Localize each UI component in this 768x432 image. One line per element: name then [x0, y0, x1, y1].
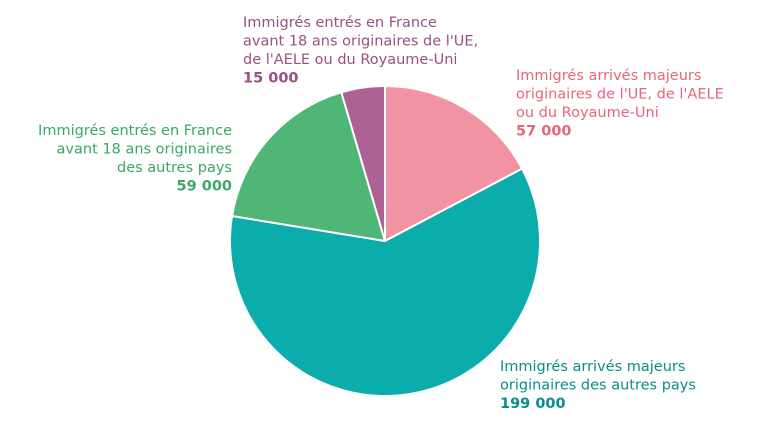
slice-label-line: avant 18 ans originaires: [57, 142, 232, 158]
slice-value-label: 15 000: [243, 71, 299, 87]
slice-label-line: des autres pays: [117, 160, 232, 176]
pie-slice-3: [231, 91, 386, 242]
pie-slices: [229, 85, 541, 398]
pie-slice-1: [384, 85, 524, 242]
slice-label-line: avant 18 ans originaires de l'UE,: [243, 34, 478, 50]
slice-labels: Immigrés arrivés majeurs originaires de l…: [38, 15, 724, 412]
slice-label-line: de l'AELE ou du Royaume-Uni: [243, 52, 457, 68]
pie-slice-2: [229, 167, 541, 398]
slice-label-line: originaires des autres pays: [500, 378, 696, 394]
slice-value-label: 199 000: [500, 396, 566, 412]
slice-label-1: Immigrés arrivés majeurs originaires de l…: [516, 68, 724, 140]
slice-label-line: Immigrés entrés en France: [38, 123, 232, 139]
slice-label-line: Immigrés arrivés majeurs: [516, 68, 701, 84]
pie-slice-4: [340, 85, 386, 242]
slice-label-line: ou du Royaume-Uni: [516, 105, 659, 121]
slice-value-label: 59 000: [177, 179, 233, 195]
slice-label-2: Immigrés arrivés majeurs originaires des …: [500, 359, 696, 412]
slice-label-4: Immigrés entrés en France avant 18 ans or…: [243, 15, 478, 87]
slice-value-label: 57 000: [516, 124, 572, 140]
slice-label-line: Immigrés arrivés majeurs: [500, 359, 685, 375]
slice-label-line: originaires de l'UE, de l'AELE: [516, 87, 724, 103]
slice-label-line: Immigrés entrés en France: [243, 15, 437, 31]
slice-label-3: Immigrés entrés en France avant 18 ans or…: [38, 123, 232, 195]
